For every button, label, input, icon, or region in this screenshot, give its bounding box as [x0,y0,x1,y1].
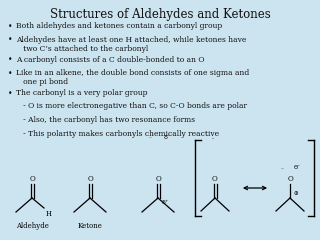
Text: •: • [8,69,12,78]
Text: Aldehydes have at least one H attached, while ketones have
   two C’s attached t: Aldehydes have at least one H attached, … [16,36,246,53]
Text: ··: ·· [148,135,152,140]
Text: O: O [155,175,161,183]
Text: •: • [8,89,12,98]
Text: - O is more electronegative than C, so C-O bonds are polar: - O is more electronegative than C, so C… [16,102,247,110]
Text: Aldehyde: Aldehyde [16,222,48,230]
Text: •: • [8,55,12,65]
Text: δ⁻: δ⁻ [164,135,171,140]
Text: δ⁺: δ⁺ [162,200,169,205]
Text: •: • [8,22,12,31]
Text: H: H [46,210,52,218]
Text: ··: ·· [211,136,215,141]
Text: ··: ·· [280,166,284,171]
Text: Like in an alkene, the double bond consists of one sigma and
   one pi bond: Like in an alkene, the double bond consi… [16,69,249,86]
Text: - This polarity makes carbonyls chemically reactive: - This polarity makes carbonyls chemical… [16,130,219,138]
Text: Θ⁻: Θ⁻ [294,165,301,170]
Text: The carbonyl is a very polar group: The carbonyl is a very polar group [16,89,148,97]
Text: O: O [87,175,93,183]
Text: ⊕: ⊕ [293,191,298,196]
Text: Ketone: Ketone [77,222,102,230]
Text: Structures of Aldehydes and Ketones: Structures of Aldehydes and Ketones [50,8,270,21]
Text: O: O [287,175,293,183]
Text: O: O [212,175,218,183]
Text: Both aldehydes and ketones contain a carbonyl group: Both aldehydes and ketones contain a car… [16,22,222,30]
Text: O: O [29,175,35,183]
Text: •: • [8,36,12,44]
Text: A carbonyl consists of a C double-bonded to an O: A carbonyl consists of a C double-bonded… [16,55,204,64]
Text: - Also, the carbonyl has two resonance forms: - Also, the carbonyl has two resonance f… [16,116,195,124]
